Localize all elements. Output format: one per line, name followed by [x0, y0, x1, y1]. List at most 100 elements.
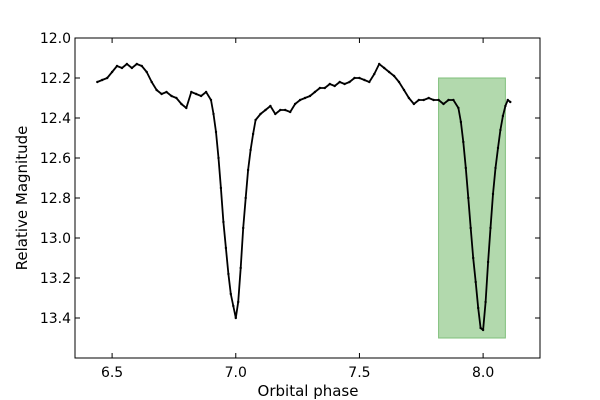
- x-axis: 6.5 7.0 7.5 8.0: [101, 38, 494, 381]
- data-point: [509, 100, 512, 104]
- data-point: [477, 306, 480, 310]
- x-tick-label: 6.5: [101, 365, 123, 381]
- data-point: [234, 316, 237, 320]
- data-point: [491, 192, 495, 196]
- data-point: [222, 220, 225, 224]
- data-point: [358, 76, 361, 80]
- data-point: [293, 102, 297, 106]
- data-point: [462, 140, 465, 144]
- data-point: [457, 106, 460, 110]
- data-point: [459, 120, 463, 124]
- data-point: [494, 166, 497, 170]
- data-point: [387, 70, 391, 74]
- data-point: [343, 82, 346, 86]
- data-point: [106, 76, 109, 80]
- data-point: [484, 300, 487, 304]
- data-point: [447, 98, 450, 102]
- x-tick-label: 7.5: [348, 365, 370, 381]
- data-point: [348, 80, 351, 84]
- data-point: [383, 66, 386, 70]
- data-point: [481, 328, 485, 332]
- data-point: [489, 226, 492, 230]
- data-point: [195, 92, 198, 96]
- data-point: [249, 148, 252, 152]
- data-point: [303, 96, 307, 100]
- data-point: [180, 102, 183, 106]
- y-axis-title: Relative Magnitude: [13, 126, 31, 271]
- data-point: [284, 108, 287, 112]
- data-point: [437, 98, 440, 102]
- x-tick-label: 8.0: [472, 365, 494, 381]
- data-point: [308, 94, 312, 98]
- data-point: [232, 304, 235, 308]
- data-point: [244, 196, 247, 200]
- data-point: [125, 62, 129, 66]
- y-tick-label: 13.2: [40, 271, 71, 287]
- data-layer: [96, 62, 512, 332]
- data-point: [242, 226, 245, 230]
- data-point: [397, 80, 401, 84]
- data-point: [392, 74, 396, 78]
- data-point: [130, 66, 134, 70]
- data-point: [165, 90, 168, 94]
- data-point: [289, 110, 292, 114]
- y-tick-label: 13.0: [40, 231, 71, 247]
- data-point: [504, 104, 507, 108]
- data-point: [259, 112, 262, 116]
- y-tick-label: 12.2: [40, 71, 71, 87]
- y-tick-label: 12.0: [40, 31, 71, 47]
- data-point: [298, 98, 302, 102]
- data-point: [464, 166, 467, 170]
- data-point: [140, 64, 143, 68]
- data-point: [229, 292, 232, 296]
- data-point: [486, 260, 490, 264]
- data-point: [246, 168, 250, 172]
- data-point: [318, 86, 322, 90]
- data-point: [501, 114, 505, 118]
- data-point: [353, 76, 356, 80]
- data-point: [214, 130, 218, 134]
- data-point: [219, 186, 223, 190]
- data-point: [110, 70, 114, 74]
- data-point: [150, 80, 153, 84]
- data-point: [185, 106, 188, 110]
- data-point: [224, 246, 228, 250]
- y-axis: 12.0 12.2 12.4 12.6 12.8 13.0 13.2 13.4: [40, 31, 540, 327]
- data-point: [170, 94, 173, 98]
- data-point: [479, 326, 482, 330]
- highlight-layer: [438, 77, 506, 339]
- data-point: [209, 98, 213, 102]
- data-point: [472, 256, 475, 260]
- data-point: [333, 84, 336, 88]
- data-point: [328, 82, 331, 86]
- data-point: [378, 62, 381, 66]
- data-point: [155, 88, 158, 92]
- data-point: [442, 102, 445, 106]
- data-point: [120, 66, 124, 70]
- data-point: [269, 104, 272, 108]
- data-point: [204, 90, 208, 94]
- data-point: [227, 272, 230, 276]
- data-point: [251, 132, 255, 136]
- data-point: [467, 196, 470, 200]
- data-point: [417, 98, 420, 102]
- y-tick-label: 13.4: [40, 311, 71, 327]
- data-point: [199, 94, 203, 98]
- data-point: [323, 86, 326, 90]
- data-point: [212, 112, 215, 116]
- data-point: [145, 70, 148, 74]
- data-point: [101, 78, 104, 82]
- data-point: [407, 96, 411, 100]
- data-point: [422, 98, 425, 102]
- data-point: [474, 280, 477, 284]
- data-point: [432, 98, 435, 102]
- x-axis-title: Orbital phase: [258, 382, 359, 400]
- data-point: [175, 96, 178, 100]
- data-point: [96, 80, 99, 84]
- data-point: [412, 102, 416, 106]
- data-point: [264, 108, 267, 112]
- data-point: [373, 72, 376, 76]
- data-point: [217, 156, 220, 160]
